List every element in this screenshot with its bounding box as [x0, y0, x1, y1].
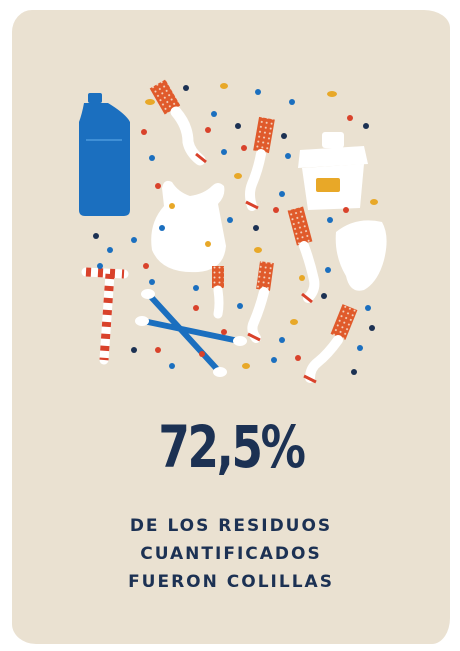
plastic-bottle-icon [79, 93, 130, 216]
cigarette-butt-icon [149, 79, 207, 166]
caption-line: CUANTIFICADOS [140, 544, 322, 564]
cigarette-butt-icon [212, 266, 224, 319]
confetti-decoration [93, 83, 378, 375]
statistic-value: 72,5% [158, 413, 306, 481]
straw-icon [81, 267, 129, 365]
litter-illustration [79, 79, 387, 384]
caption-line: FUERON COLILLAS [128, 572, 334, 592]
statistic-caption: DE LOS RESIDUOS CUANTIFICADOS FUERON COL… [12, 512, 450, 596]
caption-line: DE LOS RESIDUOS [129, 516, 333, 536]
plastic-bag-icon [151, 180, 226, 273]
infographic-card: 72,5% DE LOS RESIDUOS CUANTIFICADOS FUER… [12, 10, 450, 644]
cigarette-butt-icon [245, 116, 275, 211]
food-container-icon [298, 132, 368, 210]
cotton-swab-icon [135, 289, 247, 377]
cigarette-butt-icon [287, 206, 320, 304]
cigarette-butt-icon [247, 261, 274, 343]
paper-cup-icon [335, 220, 387, 291]
cigarette-butt-icon [303, 304, 358, 384]
